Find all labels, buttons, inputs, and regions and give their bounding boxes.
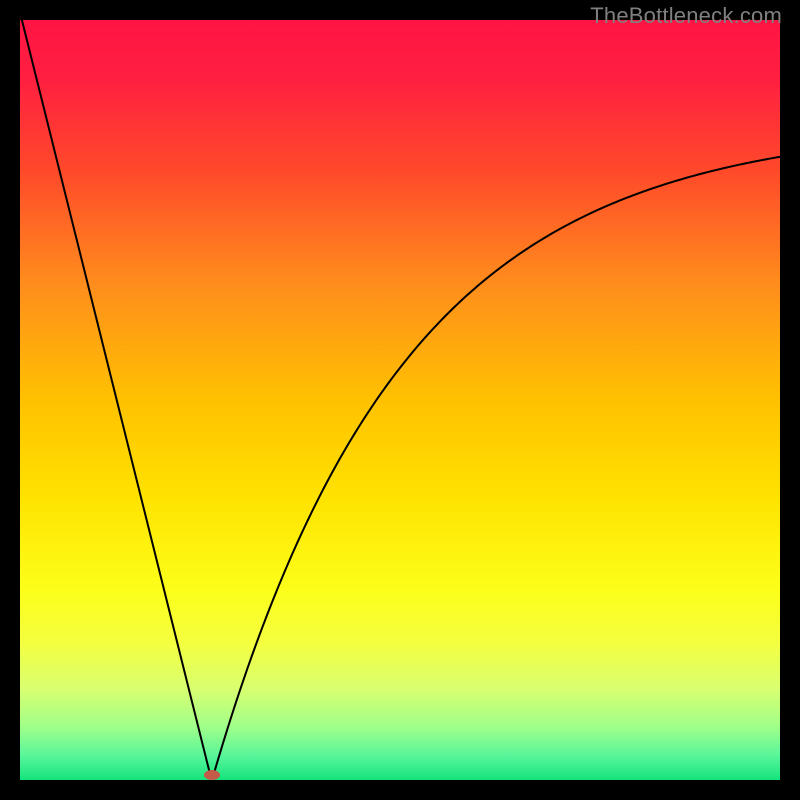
watermark-text: TheBottleneck.com xyxy=(590,3,782,29)
plot-area xyxy=(20,20,780,780)
bottleneck-curve xyxy=(20,20,780,780)
curve-path xyxy=(20,20,780,774)
minimum-marker xyxy=(204,770,220,780)
